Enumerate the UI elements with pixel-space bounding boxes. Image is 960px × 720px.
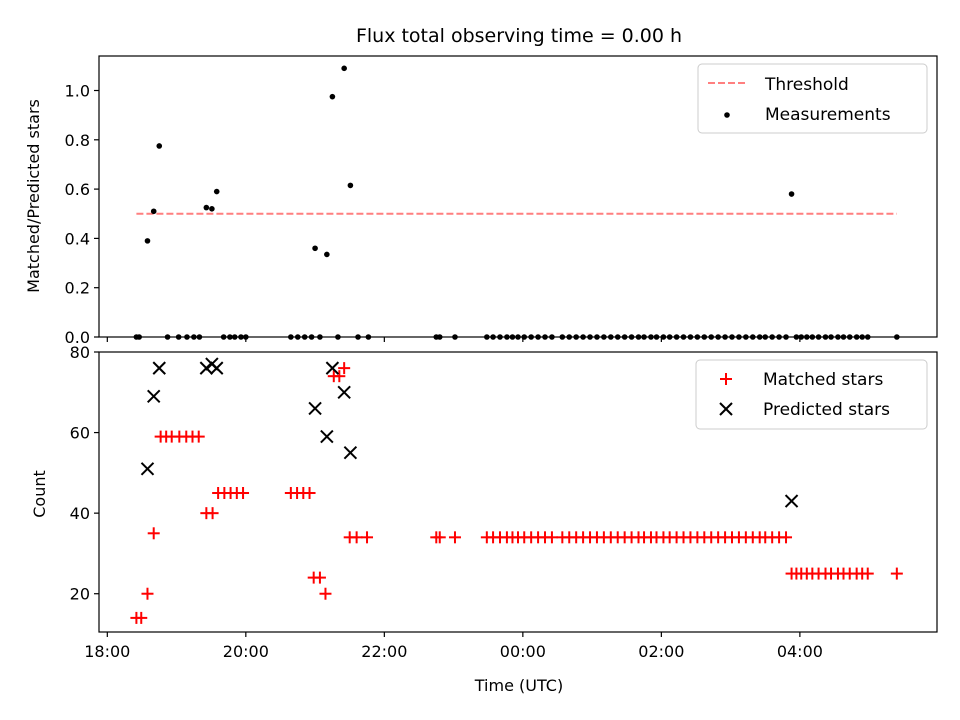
matched-star-point (545, 531, 558, 544)
legend-measurement-swatch (724, 112, 730, 118)
matched-star-point (890, 567, 903, 580)
legend-threshold-label: Threshold (764, 75, 849, 95)
measurement-point (329, 93, 336, 100)
chart-title: Flux total observing time = 0.00 h (356, 25, 682, 47)
count-x-tick-label: 22:00 (361, 642, 407, 661)
legend-measurement-label: Measurements (765, 105, 891, 125)
count-axis-ticks: 20 40 60 80 18:00 20:00 22:00 00:00 02:00 04:00 (70, 343, 823, 661)
ratio-plot-frame (98, 55, 938, 338)
measurement-point (144, 238, 151, 244)
matched-star-point (147, 527, 160, 540)
measurement-point (156, 143, 163, 149)
ratio-y-tick-label: 0.4 (65, 229, 90, 248)
count-y-axis-label: Count (30, 470, 49, 518)
ratio-legend-box (697, 63, 928, 134)
ratio-y-axis-label: Matched/Predicted stars (24, 99, 43, 293)
count-y-tick-label: 20 (70, 585, 90, 604)
matched-star-point (350, 531, 363, 544)
predicted-star-point (140, 462, 155, 476)
measurement-point (341, 65, 347, 72)
matched-star-point (319, 587, 332, 600)
count-legend: Matched stars Predicted stars (695, 359, 928, 430)
count-y-tick-label: 80 (70, 343, 90, 362)
matched-star-point (333, 370, 346, 383)
predicted-star-point (199, 361, 214, 375)
matched-star-point (237, 487, 250, 500)
legend-matched-label: Matched stars (763, 370, 883, 390)
measurement-point (209, 206, 215, 212)
predicted-star-point (147, 389, 161, 404)
count-y-tick-label: 60 (70, 424, 90, 443)
predicted-star-point (210, 361, 224, 375)
matched-star-point (206, 507, 219, 520)
matched-star-point (135, 611, 148, 624)
count-x-tick-label: 04:00 (777, 642, 823, 661)
legend-predicted-swatch (719, 402, 733, 416)
legend-matched-swatch (720, 373, 732, 385)
measurement-point (150, 208, 157, 215)
count-x-tick-label: 18:00 (84, 642, 130, 661)
legend-predicted-label: Predicted stars (763, 400, 890, 420)
x-axis-label: Time (UTC) (474, 676, 563, 695)
predicted-star-point (784, 494, 799, 508)
predicted-star-point (308, 401, 322, 416)
matched-star-point (303, 487, 316, 500)
matched-star-point (780, 531, 793, 544)
count-legend-box (695, 359, 928, 430)
matched-star-point (433, 531, 446, 544)
ratio-y-tick-label: 0.2 (65, 279, 90, 298)
matched-star-point (141, 587, 154, 600)
matched-star-point (448, 531, 461, 544)
predicted-star-point (320, 429, 334, 444)
ratio-y-tick-label: 0.6 (65, 180, 90, 199)
count-points (130, 357, 903, 624)
matched-star-point (861, 567, 874, 580)
measurement-point (312, 245, 318, 252)
measurement-point (213, 188, 220, 195)
matched-star-point (338, 362, 351, 375)
predicted-star-point (337, 385, 351, 399)
predicted-star-point (343, 446, 358, 460)
ratio-y-tick-label: 0.0 (65, 328, 90, 347)
predicted-star-point (152, 361, 166, 375)
ratio-y-tick-label: 0.8 (65, 131, 90, 150)
count-x-tick-label: 02:00 (638, 642, 684, 661)
matched-star-point (361, 531, 374, 544)
ratio-legend: Threshold Measurements (697, 63, 928, 134)
count-y-tick-label: 40 (70, 504, 90, 523)
count-x-tick-label: 20:00 (223, 642, 269, 661)
count-plot-frame (98, 351, 938, 633)
predicted-star-point (325, 361, 340, 375)
measurement-point (788, 191, 795, 197)
ratio-axis-ticks: 0.0 0.2 0.4 0.6 0.8 1.0 (65, 82, 801, 347)
measurement-point (203, 204, 210, 211)
measurement-point (324, 251, 330, 258)
matched-star-point (313, 571, 326, 584)
count-panel: Count Time (UTC) 20 40 60 80 18:00 20:00 22:00… (30, 343, 938, 695)
measurement-point (347, 182, 354, 189)
ratio-y-tick-label: 1.0 (65, 82, 90, 101)
ratio-panel: Flux total observing time = 0.00 h Match… (24, 25, 938, 347)
count-x-tick-label: 00:00 (500, 642, 546, 661)
matched-star-point (192, 430, 205, 443)
